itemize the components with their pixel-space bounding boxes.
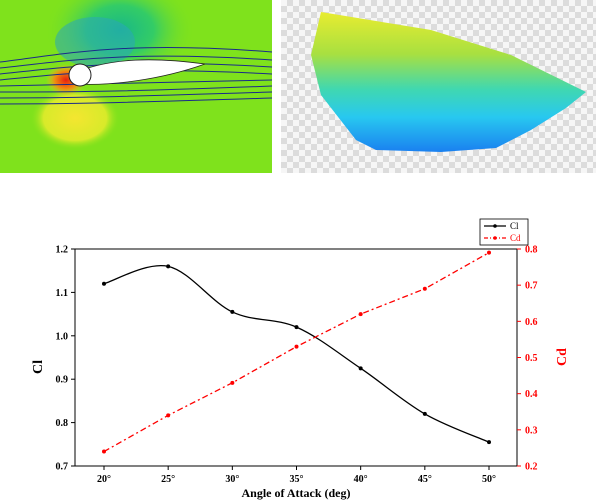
x-axis-label: Angle of Attack (deg): [242, 486, 351, 500]
x-tick-label: 40°: [354, 474, 368, 485]
cd-series-line: [103, 252, 490, 453]
cl-data-point: [230, 309, 235, 314]
cfd-streamline-image: [0, 0, 272, 173]
legend-cd-marker: [493, 236, 497, 240]
right-tick-label: 0.4: [525, 389, 538, 400]
legend-box: [479, 218, 529, 246]
x-tick-label: 20°: [97, 474, 111, 485]
left-tick-label: 0.7: [56, 462, 69, 473]
left-tick-label: 0.8: [56, 418, 69, 429]
cd-data-point: [422, 286, 427, 291]
x-tick-label: 25°: [161, 474, 175, 485]
cl-series-line: [103, 264, 490, 443]
cl-data-point: [487, 440, 491, 445]
cl-data-point: [422, 411, 427, 416]
legend-cd-label: Cd: [510, 233, 521, 243]
cd-data-point: [358, 312, 363, 317]
x-tick-label: 45°: [418, 474, 432, 485]
lift-drag-chart: 20° 25° 30° 35° 40° 45° 50° 0.7 0.8 0.9 1.0 1.1 1.2…: [0, 185, 596, 502]
cl-data-point: [102, 281, 106, 286]
cd-data-point: [294, 344, 299, 349]
cl-data-point: [294, 325, 299, 330]
left-tick-label: 0.9: [56, 375, 69, 386]
right-tick-label: 0.3: [525, 425, 538, 436]
right-tick-label: 0.5: [525, 353, 538, 364]
left-tick-label: 1.1: [56, 288, 69, 299]
left-axis-label: Cl: [31, 360, 46, 374]
right-tick-label: 0.6: [525, 317, 538, 328]
x-tick-label: 30°: [225, 474, 239, 485]
left-tick-label: 1.0: [56, 331, 69, 342]
right-axis-label: Cd: [555, 348, 570, 366]
x-tick-label: 50°: [482, 474, 496, 485]
cd-data-point: [102, 449, 106, 454]
cd-data-point: [487, 250, 491, 255]
right-tick-label: 0.7: [525, 281, 538, 292]
legend: Cl Cd: [479, 218, 529, 246]
right-tick-label: 0.8: [525, 245, 538, 256]
cd-data-point: [230, 380, 235, 385]
cl-data-point: [166, 264, 171, 269]
surface-model-image: [281, 0, 596, 173]
cl-data-point: [358, 366, 363, 371]
plot-frame: [74, 248, 518, 467]
x-tick-label: 35°: [290, 474, 304, 485]
cd-data-point: [166, 413, 171, 418]
left-tick-label: 1.2: [56, 245, 69, 256]
right-tick-label: 0.2: [525, 462, 538, 473]
legend-cl-marker: [493, 224, 497, 228]
legend-cl-label: Cl: [510, 221, 519, 231]
